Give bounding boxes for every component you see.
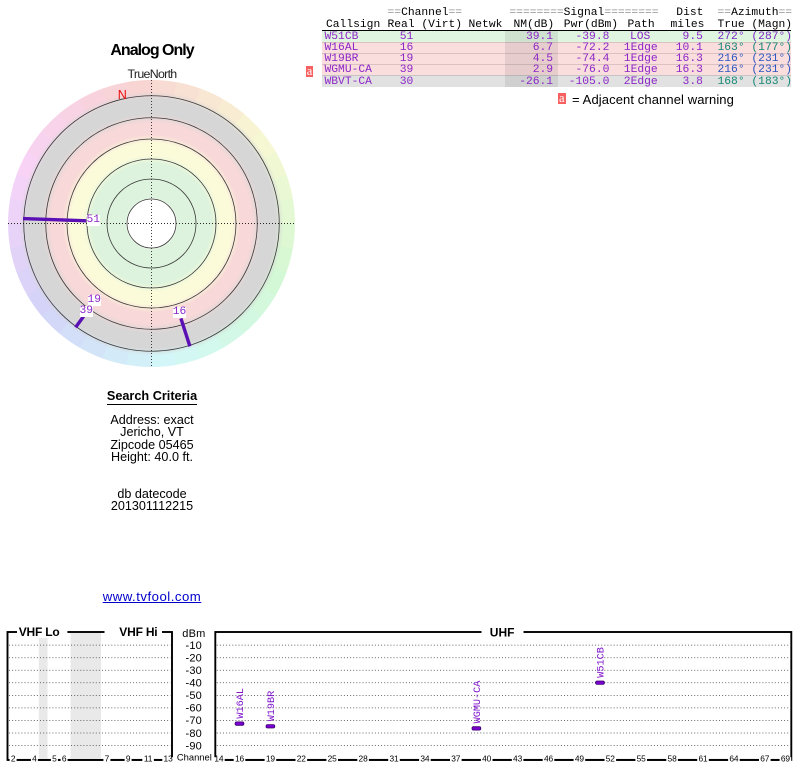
svg-text:67: 67: [760, 754, 770, 764]
svg-text:46: 46: [544, 754, 554, 764]
svg-text:WGMU-CA: WGMU-CA: [473, 680, 484, 724]
svg-text:6: 6: [62, 754, 67, 764]
svg-text:19: 19: [266, 754, 276, 764]
svg-text:14: 14: [214, 754, 224, 764]
svg-text:13: 13: [164, 754, 174, 764]
svg-text:31: 31: [389, 754, 399, 764]
svg-text:W19BR: W19BR: [267, 691, 278, 722]
svg-text:-30: -30: [186, 665, 203, 677]
svg-text:-50: -50: [186, 690, 203, 702]
svg-text:W51CB: W51CB: [597, 647, 608, 678]
svg-text:UHF: UHF: [490, 626, 515, 640]
svg-text:2: 2: [11, 754, 16, 764]
svg-text:69: 69: [781, 754, 791, 764]
svg-text:VHF Hi: VHF Hi: [119, 625, 157, 639]
svg-text:5: 5: [52, 754, 57, 764]
svg-text:55: 55: [637, 754, 647, 764]
svg-text:64: 64: [729, 754, 739, 764]
svg-text:11: 11: [144, 754, 153, 764]
svg-text:-80: -80: [186, 728, 203, 740]
svg-text:-90: -90: [186, 740, 203, 752]
svg-text:-70: -70: [186, 715, 203, 727]
svg-text:25: 25: [328, 754, 338, 764]
svg-text:-60: -60: [186, 703, 203, 715]
svg-text:34: 34: [420, 754, 430, 764]
svg-text:9: 9: [126, 754, 131, 764]
svg-text:7: 7: [105, 754, 110, 764]
svg-text:43: 43: [513, 754, 523, 764]
svg-text:49: 49: [575, 754, 585, 764]
svg-text:28: 28: [359, 754, 369, 764]
svg-text:-40: -40: [186, 678, 203, 690]
svg-text:-20: -20: [186, 653, 203, 665]
svg-text:Channel: Channel: [177, 752, 212, 763]
svg-text:4: 4: [32, 754, 37, 764]
svg-text:22: 22: [297, 754, 307, 764]
svg-text:VHF Lo: VHF Lo: [19, 625, 60, 639]
svg-text:58: 58: [668, 754, 678, 764]
svg-text:40: 40: [482, 754, 492, 764]
svg-text:16: 16: [235, 754, 245, 764]
svg-text:dBm: dBm: [182, 628, 205, 640]
svg-text:52: 52: [606, 754, 616, 764]
svg-text:37: 37: [451, 754, 461, 764]
svg-text:W16AL: W16AL: [236, 688, 247, 719]
svg-text:61: 61: [698, 754, 708, 764]
svg-text:-10: -10: [186, 640, 203, 652]
